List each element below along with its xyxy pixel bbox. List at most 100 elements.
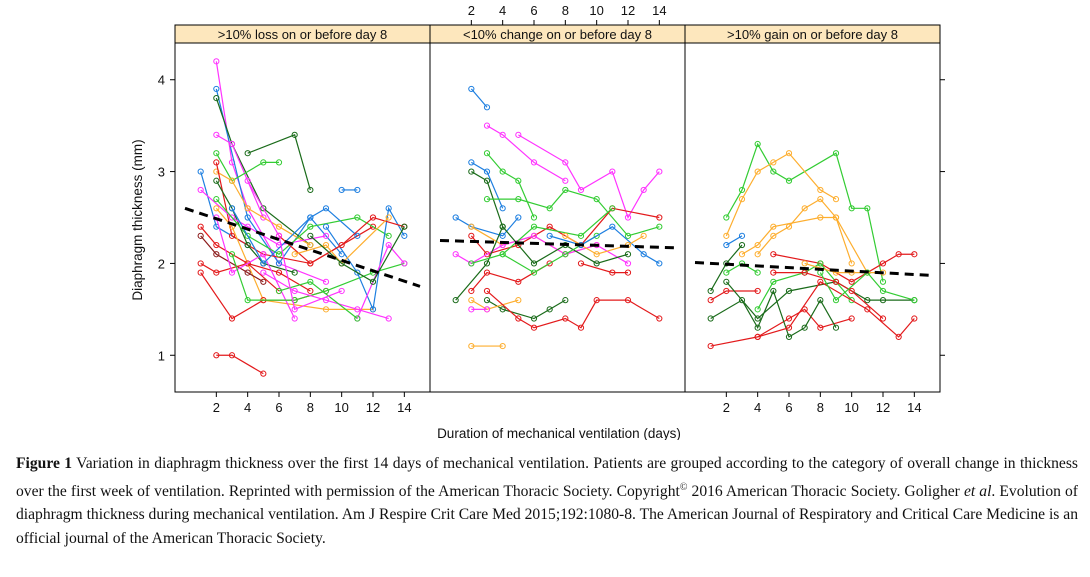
data-point xyxy=(213,58,220,65)
series-line xyxy=(470,88,488,108)
data-point xyxy=(546,260,553,267)
data-point xyxy=(275,260,283,267)
data-point xyxy=(322,223,330,230)
data-point xyxy=(354,214,361,221)
data-point xyxy=(754,140,761,148)
series-line xyxy=(471,171,504,227)
data-point xyxy=(483,196,491,203)
data-point xyxy=(275,223,283,230)
data-point xyxy=(895,251,902,258)
data-point xyxy=(624,260,632,267)
data-point xyxy=(468,159,475,166)
data-point xyxy=(499,168,506,175)
data-point xyxy=(483,251,491,258)
data-point xyxy=(785,315,793,322)
x-tick-label: 2 xyxy=(468,3,475,18)
data-point xyxy=(228,315,236,322)
series-line xyxy=(247,180,342,311)
series-line xyxy=(278,216,405,265)
data-point xyxy=(785,287,793,295)
data-point xyxy=(879,260,887,267)
data-point xyxy=(213,168,220,175)
x-tick-label: 4 xyxy=(499,3,506,18)
copyright-symbol: © xyxy=(679,481,688,493)
series-line xyxy=(215,97,311,246)
series-line xyxy=(215,180,295,274)
data-point xyxy=(307,278,314,285)
data-point xyxy=(723,278,730,285)
data-point xyxy=(530,269,538,276)
data-point xyxy=(499,251,506,258)
series-line xyxy=(455,216,519,237)
data-point xyxy=(546,306,553,313)
data-point xyxy=(354,232,361,239)
data-point xyxy=(499,205,506,212)
data-point xyxy=(770,269,777,276)
data-point xyxy=(817,196,824,203)
data-point xyxy=(385,205,392,212)
series-line xyxy=(200,189,327,246)
data-point xyxy=(401,232,408,239)
series-line xyxy=(216,134,264,218)
data-point xyxy=(707,297,714,304)
data-point xyxy=(864,306,871,313)
data-point xyxy=(577,232,585,239)
series-line xyxy=(725,152,837,237)
data-point xyxy=(723,214,730,221)
data-point xyxy=(656,223,663,230)
data-point xyxy=(593,232,600,239)
data-point xyxy=(515,315,522,322)
series-line xyxy=(710,290,758,301)
data-point xyxy=(817,186,824,194)
data-point xyxy=(260,370,267,377)
data-point xyxy=(848,315,855,322)
data-point xyxy=(228,232,236,239)
data-point xyxy=(624,269,632,276)
data-point xyxy=(401,223,408,230)
series-line xyxy=(486,125,566,182)
series-line xyxy=(278,281,358,319)
data-point xyxy=(515,196,522,203)
x-tick-label: 2 xyxy=(213,400,220,415)
data-point xyxy=(864,297,871,304)
data-point xyxy=(275,269,283,276)
data-point xyxy=(244,241,251,249)
data-point xyxy=(244,297,251,304)
y-axis-label: Diaphragm thickness (mm) xyxy=(130,139,145,300)
x-tick-label: 12 xyxy=(621,3,635,18)
series-line xyxy=(757,280,915,338)
x-tick-label: 2 xyxy=(723,400,730,415)
caption-et-al: et al xyxy=(963,482,992,500)
data-point xyxy=(244,177,251,184)
data-point xyxy=(609,205,616,212)
data-point xyxy=(546,232,553,239)
data-point xyxy=(228,177,236,184)
data-point xyxy=(707,287,714,295)
series-line xyxy=(216,171,311,246)
series-line xyxy=(216,354,264,375)
data-point xyxy=(291,306,298,313)
data-point xyxy=(609,168,616,175)
data-point xyxy=(640,251,647,258)
data-point xyxy=(307,214,314,221)
data-point xyxy=(562,232,569,239)
data-point xyxy=(785,324,793,331)
series-line xyxy=(215,162,374,265)
data-point xyxy=(307,241,314,249)
data-point xyxy=(832,214,840,221)
panel-title: <10% change on or before day 8 xyxy=(463,27,652,42)
series-line xyxy=(580,262,628,274)
data-point xyxy=(530,214,538,221)
series-line xyxy=(773,253,915,283)
data-point xyxy=(879,315,887,322)
data-point xyxy=(785,177,793,184)
series-line xyxy=(819,271,915,302)
data-point xyxy=(228,214,236,221)
data-point xyxy=(385,232,392,239)
data-point xyxy=(577,324,585,331)
data-point xyxy=(754,241,761,249)
data-point xyxy=(213,85,220,93)
series-line xyxy=(247,134,311,191)
panel-1: >10% loss on or before day 82 4 6 8 10 12 1412… xyxy=(158,24,431,415)
data-point xyxy=(197,223,204,230)
